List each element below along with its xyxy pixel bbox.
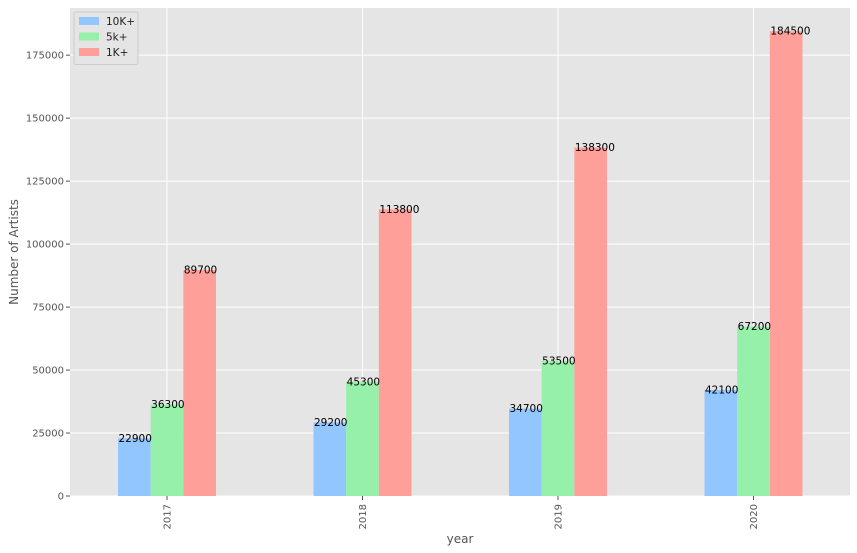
data-label: 34700 [510,403,543,415]
data-label: 42100 [705,384,738,396]
x-tick-label: 2019 [554,504,565,529]
bar [574,147,607,496]
y-tick-label: 100000 [26,240,64,251]
y-axis-label: Number of Artists [7,199,21,305]
x-axis-label: year [447,532,474,546]
bar [118,438,151,496]
data-label: 53500 [542,356,575,368]
legend-swatch [79,32,99,41]
y-tick-label: 50000 [32,366,64,377]
x-tick-label: 2018 [358,504,369,529]
bar [346,381,379,496]
data-label: 22900 [119,433,152,445]
bar [183,270,216,496]
x-tick-label: 2017 [163,504,174,529]
data-label: 67200 [738,321,771,333]
bar [769,31,803,496]
data-label: 36300 [151,399,184,411]
bar [541,361,575,496]
data-label: 184500 [770,26,810,38]
legend-entry: 5k+ [106,32,128,44]
legend-entry: 10K+ [106,16,135,28]
y-tick-label: 25000 [32,429,64,440]
data-label: 89700 [184,265,217,277]
legend-swatch [79,17,99,25]
y-tick-label: 125000 [26,177,64,188]
legend-swatch [79,48,99,56]
data-label: 138300 [575,142,615,154]
x-tick-label: 2020 [749,504,760,529]
x-axis: 2017 2018 2019 2020 [163,496,760,529]
y-tick-label: 150000 [26,114,64,125]
bar [737,326,770,496]
legend-entry: 1K+ [106,47,128,59]
data-label: 113800 [379,204,419,216]
y-tick-label: 75000 [32,303,64,314]
y-axis: 0 25000 50000 75000 100000 125000 150000 175000 [26,51,70,503]
y-tick-label: 0 [58,492,64,503]
data-labels: 22900 29200 34700 42100 36300 45300 53500 67200… [119,26,811,445]
bar [378,209,412,496]
bar [509,408,542,496]
bar [313,422,347,496]
data-label: 45300 [347,376,380,388]
y-tick-label: 175000 [26,51,64,62]
legend: 10K+ 5k+ 1K+ [73,11,139,65]
bars [118,31,803,496]
bar [704,389,738,496]
bar [150,404,184,496]
data-label: 29200 [314,417,347,429]
